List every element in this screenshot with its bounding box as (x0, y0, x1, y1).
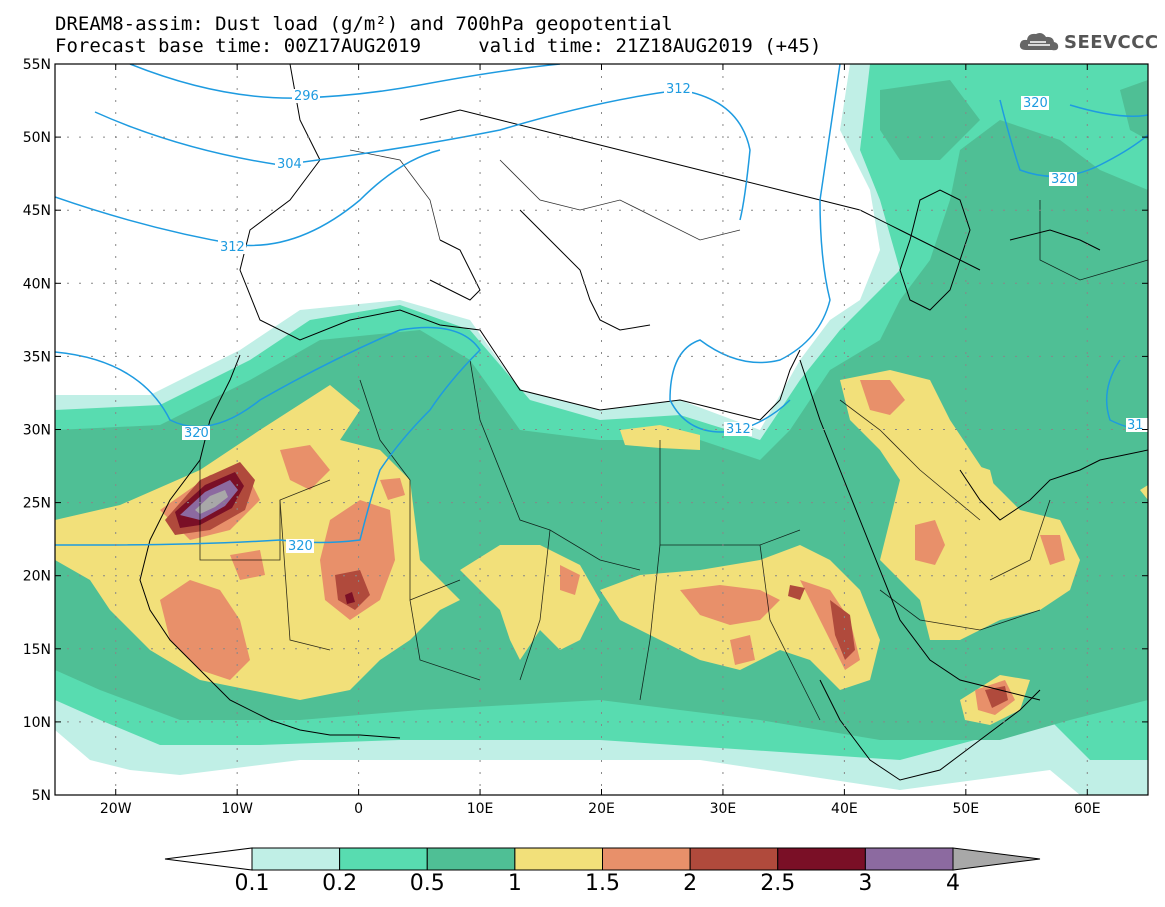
colorbar-segment (251, 847, 341, 871)
map-frame (54, 63, 1149, 796)
lon-tick-label: 0 (354, 801, 363, 817)
country-borders (199, 149, 1148, 721)
colorbar-label: 0.2 (322, 871, 357, 896)
lat-tick-label: 35N (23, 349, 51, 365)
lat-tick-label: 50N (23, 130, 51, 146)
colorbar-upper-extension (952, 847, 1041, 871)
lat-tick-label: 55N (23, 57, 51, 73)
isoline-label: 31 (1127, 418, 1144, 433)
lat-tick-label: 25N (23, 496, 51, 512)
colorbar-label: 1 (508, 871, 522, 896)
colorbar-segment (426, 847, 516, 871)
colorbar-segment (514, 847, 603, 871)
colorbar-label: 0.5 (410, 871, 445, 896)
map-title: DREAM8-assim: Dust load (g/m²) and 700hP… (55, 13, 673, 35)
isoline-label: 320 (1051, 172, 1076, 187)
isoline-label: 312 (220, 240, 245, 255)
colorbar-lower-extension (164, 847, 253, 871)
gridlines (55, 64, 1148, 795)
colorbar-segment (602, 847, 691, 871)
lon-tick-label: 30E (710, 801, 737, 817)
colorbar-label: 3 (858, 871, 872, 896)
isoline-label: 296 (294, 89, 319, 104)
isoline-label: 304 (277, 157, 302, 172)
lon-tick-label: 60E (1074, 801, 1101, 817)
colorbar-label: 4 (946, 871, 960, 896)
lon-tick-label: 10W (221, 801, 253, 817)
colorbar: 0.1 0.2 0.5 1 1.5 2 2.5 3 4 (164, 847, 1041, 896)
lon-tick-label: 50E (952, 801, 979, 817)
lat-tick-label: 15N (23, 642, 51, 658)
isoline-label: 312 (726, 422, 751, 437)
lon-tick-label: 40E (831, 801, 858, 817)
cloud-logo-icon (1019, 33, 1059, 51)
colorbar-segment (777, 847, 866, 871)
lon-tick-label: 10E (467, 801, 494, 817)
lat-tick-label: 30N (23, 423, 51, 439)
logo-text: SEEVCCC (1064, 31, 1159, 53)
colorbar-segment (689, 847, 779, 871)
colorbar-label: 2.5 (760, 871, 795, 896)
colorbar-segment (864, 847, 954, 871)
isoline-label: 320 (288, 539, 313, 554)
lat-tick-label: 5N (32, 788, 51, 804)
colorbar-label: 2 (683, 871, 697, 896)
isoline-label: 320 (1023, 96, 1048, 111)
colorbar-label: 1.5 (585, 871, 620, 896)
lat-tick-label: 45N (23, 203, 51, 219)
coastlines (139, 64, 1148, 781)
colorbar-label: 0.1 (235, 871, 270, 896)
dust-level-4 (195, 490, 228, 514)
lat-tick-label: 20N (23, 569, 51, 585)
lon-tick-label: 20W (100, 801, 132, 817)
lon-tick-label: 20E (588, 801, 615, 817)
lat-tick-label: 40N (23, 276, 51, 292)
isoline-label: 312 (666, 82, 691, 97)
seevccc-logo: SEEVCCC (1018, 30, 1159, 54)
isoline-label: 320 (184, 426, 209, 441)
forecast-time-info: Forecast base time: 00Z17AUG2019 valid t… (55, 35, 822, 57)
lat-tick-label: 10N (23, 715, 51, 731)
colorbar-segment (339, 847, 428, 871)
axis-ticks: 20W 10W 0 10E 20E 30E 40E 50E 60E 55N 50N 45N 40N 35N… (23, 57, 1148, 817)
